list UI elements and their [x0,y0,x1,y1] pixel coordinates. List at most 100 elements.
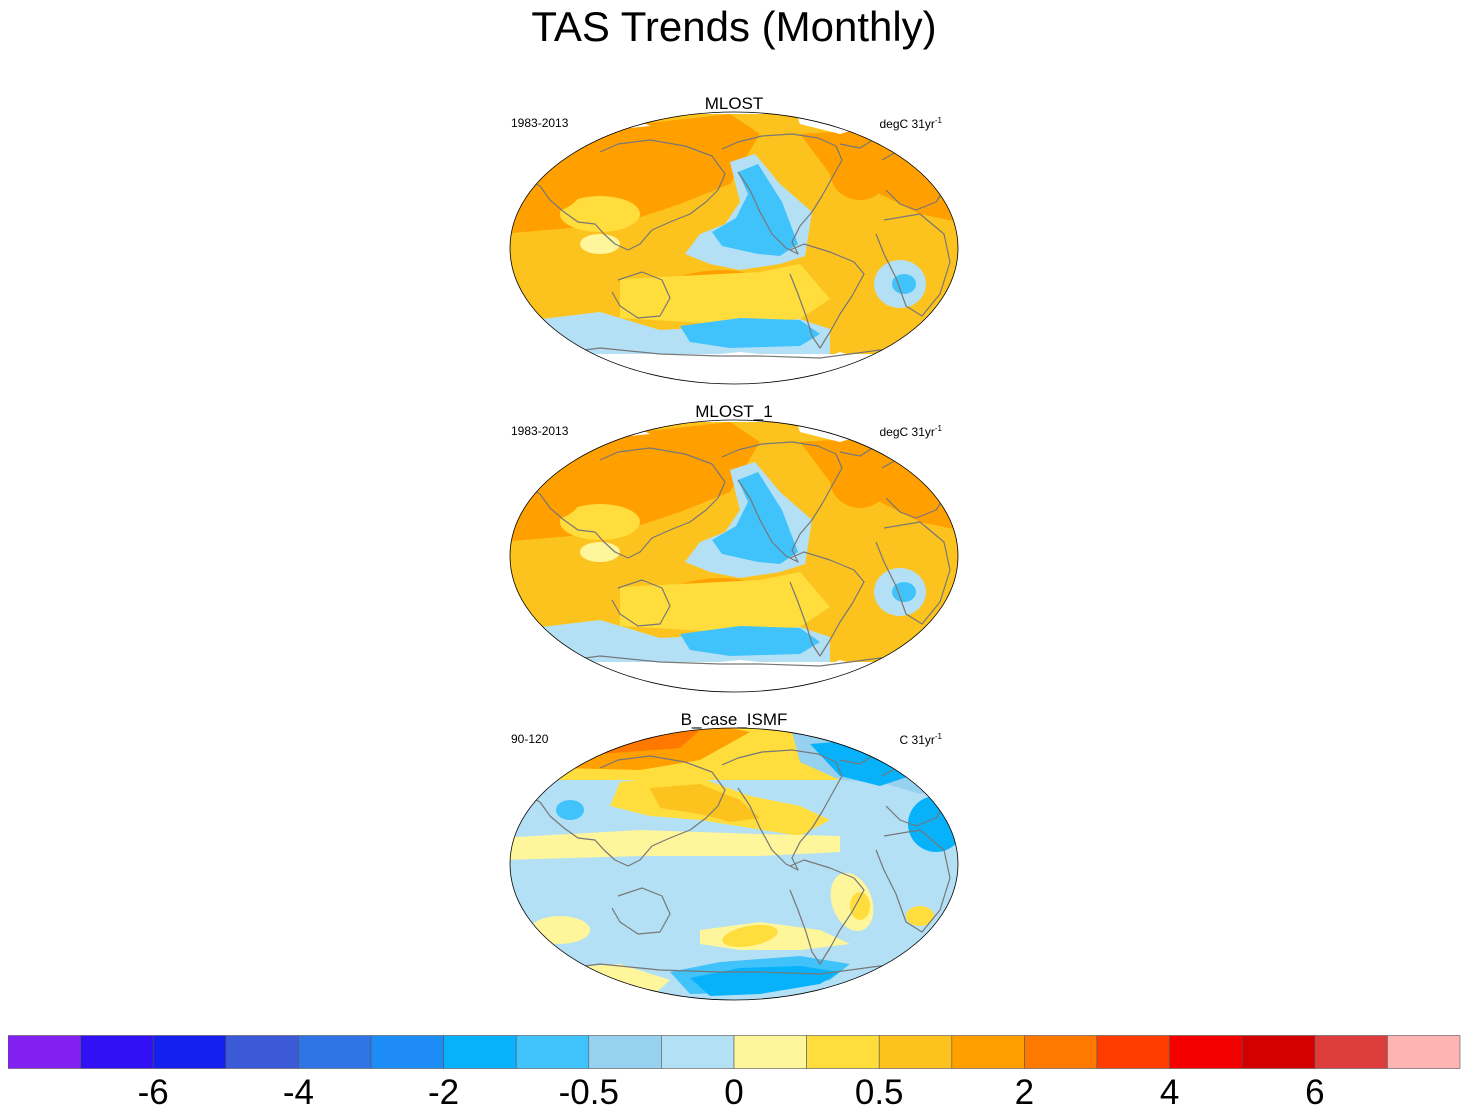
colorbar-box [8,1035,81,1069]
map-border [509,419,959,693]
colorbar-box [1314,1035,1388,1069]
field-layer [510,112,958,384]
field-contour [514,468,582,520]
panel-title: MLOST_1 [695,402,773,421]
field-missing-arctic [790,112,958,134]
colorbar-box [1241,1035,1316,1069]
main-title: TAS Trends (Monthly) [531,3,937,50]
colorbar-box [298,1035,372,1069]
colorbar-box [806,1035,880,1069]
colorbar-box [80,1035,154,1069]
panel-period: 1983-2013 [511,116,569,130]
units-sup: -1 [934,424,942,433]
coastline-north-america [721,749,843,871]
units-text: degC 31yr [879,425,935,439]
colorbar-label: -2 [428,1073,460,1112]
map-mlost [509,111,959,385]
field-contour [712,164,798,256]
colorbar-box [443,1035,517,1069]
colorbar-box [588,1035,662,1069]
field-missing-arctic [510,420,958,422]
field-contour [712,472,798,564]
field-contour [880,966,958,1000]
field-layer [510,728,958,1000]
map-border [509,727,959,1001]
panel-title: MLOST [704,94,764,113]
panel-units: degC 31yr-1 [880,113,943,132]
coastline-south-america [789,551,865,657]
colorbar-box [661,1035,735,1069]
coastline-australia [611,271,671,319]
colorbar-label: 0 [724,1073,744,1112]
field-missing-antarctica [660,352,860,372]
coastline-antarctica [539,347,931,359]
coastline-antarctica [539,963,931,975]
field-contour [560,504,640,540]
panel-mlost: MLOST 1983-2013 degC 31yr-1 [500,94,968,394]
colorbar-label: -0.5 [558,1073,619,1112]
colorbar-label: 6 [1305,1073,1325,1112]
colorbar-box [1024,1035,1098,1069]
field-contour [906,906,934,926]
panel-units: C 31yr-1 [900,729,942,748]
field-contour [556,800,584,820]
field-contour [514,160,582,212]
field-contour [510,830,840,860]
field-contour [620,264,830,324]
field-contour [892,274,916,294]
colorbar-label: 4 [1159,1073,1180,1112]
coastline-south-america [789,243,865,349]
map-mlost1 [509,419,959,693]
map-bcase [509,727,959,1001]
coastline-antarctica [539,655,931,667]
colorbar-box [370,1035,444,1069]
coastline-africa [875,213,951,317]
colorbar-box [1169,1035,1243,1069]
field-contour [580,542,620,562]
colorbar-box [225,1035,299,1069]
field-missing-arctic [790,420,958,442]
coastline-south-america [789,859,865,965]
coastline-asia [517,755,726,867]
field-contour [560,196,640,232]
coastline-africa [875,829,951,933]
field-layer [510,420,958,692]
coastline-asia [517,447,726,559]
colorbar-label: -4 [282,1073,314,1112]
panel-units: degC 31yr-1 [880,421,943,440]
panel-mlost1: MLOST_1 1983-2013 degC 31yr-1 [500,402,968,702]
colorbar-box [152,1035,227,1069]
colorbar-box [1387,1035,1461,1069]
colorbar-label: 2 [1014,1073,1035,1112]
colorbar-box [515,1035,590,1069]
field-contour [510,728,958,780]
coastline-australia [611,887,671,935]
field-contour [650,784,760,822]
coastline-asia [517,139,726,251]
colorbar-box [733,1035,807,1069]
field-contour [680,318,820,348]
colorbar [8,1035,1461,1069]
coastline-north-america [721,133,843,255]
coastline-australia [611,579,671,627]
field-contour [850,892,870,920]
field-contour [892,582,916,602]
panel-title: B_case_ISMF [680,710,788,729]
field-contour [680,626,820,656]
field-contour [580,234,620,254]
field-missing-arctic [510,112,958,114]
units-text: degC 31yr [879,117,935,131]
field-contour [830,452,890,508]
units-sup: -1 [934,732,942,741]
panel-period: 90-120 [511,732,549,746]
field-contour [620,572,830,632]
units-sup: -1 [934,116,942,125]
field-contour [722,925,778,947]
colorbar-box [1096,1035,1170,1069]
colorbar-labels: -6 -4 -2 -0.5 0 0.5 2 4 6 [0,1072,1468,1116]
coastline-africa [875,521,951,625]
colorbar-label: 0.5 [854,1073,904,1112]
field-contour [530,916,590,944]
colorbar-box [878,1035,953,1069]
panel-bcase: B_case_ISMF 90-120 C 31yr-1 [500,710,968,1010]
